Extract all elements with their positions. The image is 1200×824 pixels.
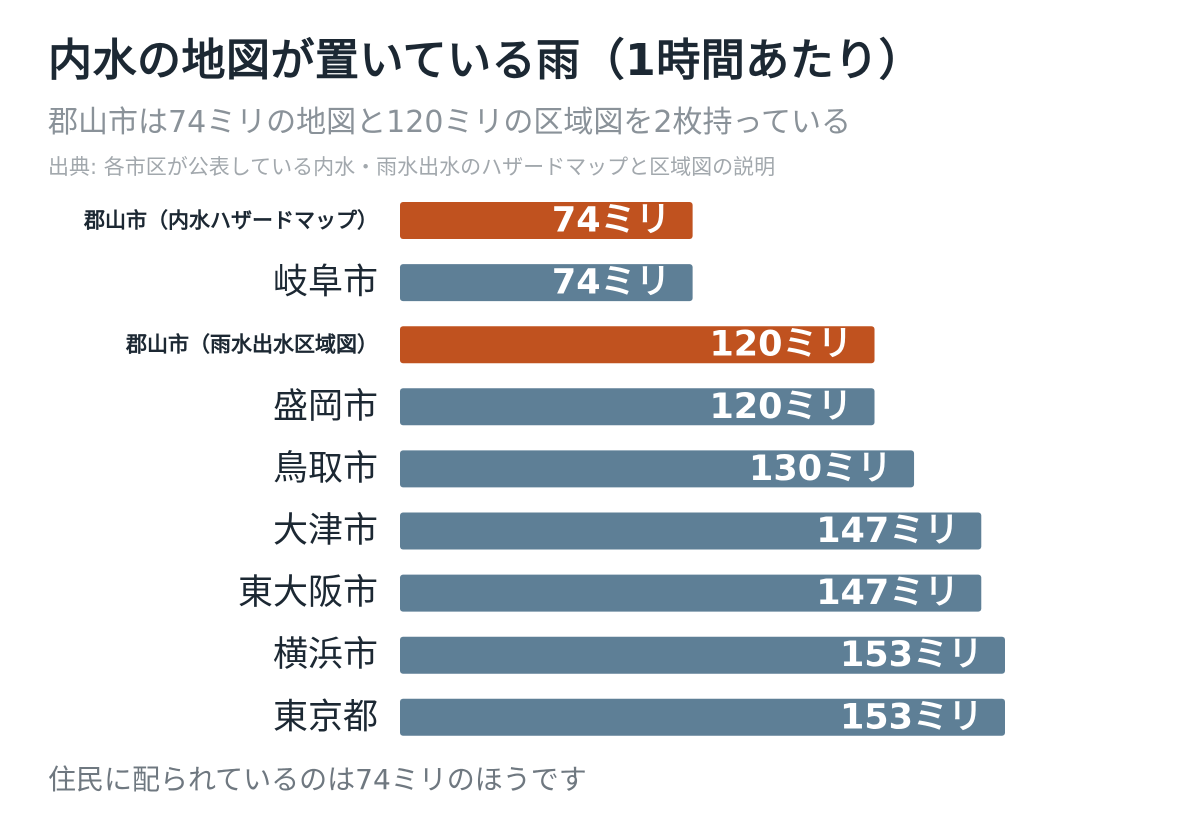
category-label-6: 東大阪市 [238,573,378,613]
category-label-0: 郡山市（内水ハザードマップ） [83,209,378,233]
chart-source: 出典: 各市区が公表している内水・雨水出水のハザードマップと区域図の説明 [48,155,776,179]
bar-2 [400,326,875,364]
value-label-8: 153ミリ [840,697,983,737]
bar-8 [400,698,1005,736]
category-label-5: 大津市 [273,511,378,551]
value-label-4: 130ミリ [749,449,892,489]
chart-subtitle: 郡山市は74ミリの地図と120ミリの区域図を2枚持っている [48,105,852,140]
bar-4 [400,450,915,488]
bar-3 [400,388,875,426]
category-label-1: 岐阜市 [273,263,378,303]
bar-6 [400,574,982,612]
bar-0 [400,202,693,239]
value-label-7: 153ミリ [840,635,983,675]
category-label-3: 盛岡市 [273,387,378,427]
chart-footnote: 住民に配られているのは74ミリのほうです [48,763,587,796]
value-label-0: 74ミリ [552,201,671,241]
category-label-4: 鳥取市 [273,449,378,489]
category-label-7: 横浜市 [273,635,378,675]
value-label-5: 147ミリ [816,511,959,551]
value-label-6: 147ミリ [816,573,959,613]
category-label-2: 郡山市（雨水出水区域図） [125,333,378,357]
value-label-1: 74ミリ [552,263,671,303]
chart-title: 内水の地図が置いている雨（1時間あたり） [48,35,924,86]
bar-1 [400,264,693,302]
category-label-8: 東京都 [273,697,378,737]
value-label-2: 120ミリ [709,325,852,365]
bar-7 [400,636,1005,674]
bar-5 [400,512,982,550]
value-label-3: 120ミリ [709,387,852,427]
